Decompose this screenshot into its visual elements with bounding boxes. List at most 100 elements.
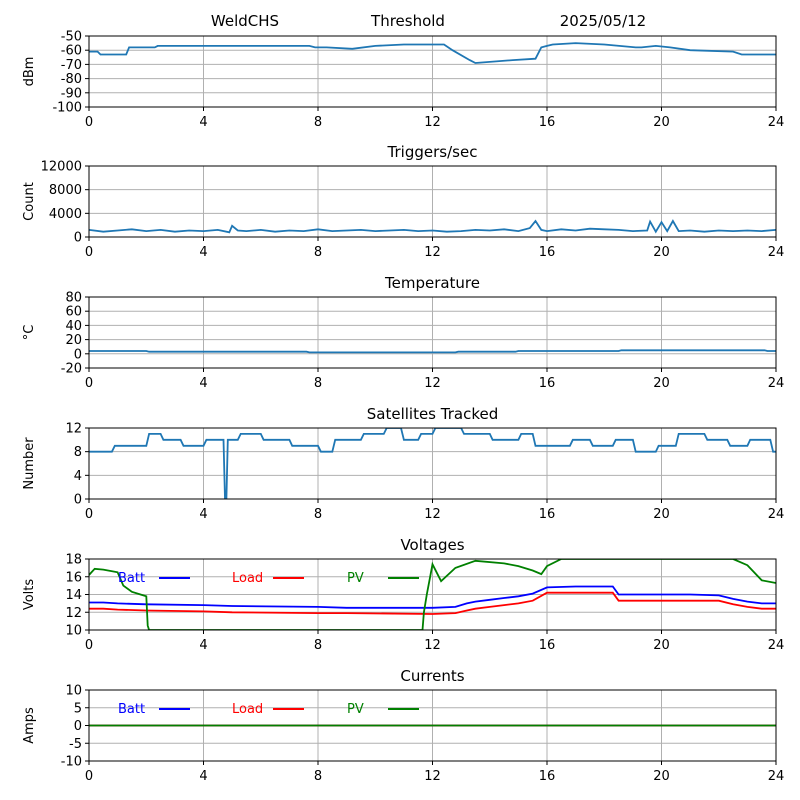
chart-title: Satellites Tracked	[367, 405, 498, 423]
x-tick-label: 4	[199, 115, 207, 130]
x-tick-label: 12	[424, 769, 441, 784]
y-tick-label: 0	[74, 231, 82, 246]
legend-label: PV	[347, 571, 364, 586]
x-tick-label: 12	[424, 376, 441, 391]
x-tick-label: 8	[314, 115, 322, 130]
panel-2: 0 4 8 12 16 20 24 0 4000 8000 12000 Triggers/sec Cou…	[22, 143, 784, 260]
y-tick-label: 10	[65, 624, 82, 639]
y-tick-label: -60	[61, 44, 82, 59]
series-line	[89, 219, 776, 234]
series-line	[89, 42, 776, 64]
y-axis-label: °C	[22, 325, 37, 341]
y-tick-label: 10	[65, 684, 82, 699]
x-tick-label: 12	[424, 507, 441, 522]
x-tick-label: 4	[199, 507, 207, 522]
y-tick-label: -90	[61, 86, 82, 101]
y-tick-label: 12	[65, 606, 82, 621]
series-line-pv	[89, 559, 776, 630]
y-tick-label: -20	[61, 362, 82, 377]
y-tick-label: 18	[65, 553, 82, 568]
y-tick-label: 0	[74, 493, 82, 508]
y-tick-label: 16	[65, 570, 82, 585]
x-tick-label: 20	[653, 245, 670, 260]
y-tick-label: 40	[65, 319, 82, 334]
x-tick-label: 20	[653, 115, 670, 130]
series-line-load	[89, 591, 776, 615]
x-tick-label: 24	[768, 769, 785, 784]
x-tick-label: 24	[768, 376, 785, 391]
x-tick-label: 16	[539, 376, 556, 391]
x-tick-label: 8	[314, 769, 322, 784]
x-tick-label: 24	[768, 507, 785, 522]
x-tick-label: 0	[85, 769, 93, 784]
series-line	[89, 428, 776, 499]
y-tick-label: 12	[65, 422, 82, 437]
header-left: WeldCHS	[211, 12, 279, 30]
x-tick-label: 0	[85, 245, 93, 260]
y-tick-label: 0	[74, 347, 82, 362]
series-line-batt	[89, 585, 776, 609]
y-tick-label: 12000	[41, 160, 82, 175]
x-tick-label: 0	[85, 115, 93, 130]
x-tick-label: 16	[539, 245, 556, 260]
header-center: Threshold	[370, 12, 445, 30]
x-tick-label: 0	[85, 376, 93, 391]
x-tick-label: 24	[768, 638, 785, 653]
y-tick-label: 4	[74, 469, 82, 484]
legend-label: Load	[232, 702, 263, 717]
x-tick-label: 8	[314, 376, 322, 391]
x-tick-label: 24	[768, 245, 785, 260]
y-tick-label: 80	[65, 291, 82, 306]
x-tick-label: 0	[85, 507, 93, 522]
legend-label: Batt	[118, 702, 145, 717]
x-tick-label: 16	[539, 769, 556, 784]
x-tick-label: 20	[653, 769, 670, 784]
y-tick-label: 8000	[49, 183, 82, 198]
series-line	[89, 349, 776, 354]
x-tick-label: 8	[314, 507, 322, 522]
legend-label: Batt	[118, 571, 145, 586]
x-tick-label: 16	[539, 115, 556, 130]
y-tick-label: -5	[69, 737, 82, 752]
panel-1: 0 4 8 12 16 20 24 -50-60-70-80-90-100 dBm	[22, 30, 784, 131]
y-tick-label: -10	[61, 755, 82, 770]
x-tick-label: 0	[85, 638, 93, 653]
header-right: 2025/05/12	[560, 12, 646, 30]
x-tick-label: 16	[539, 638, 556, 653]
chart-title: Voltages	[400, 536, 464, 554]
legend-label: Load	[232, 571, 263, 586]
y-tick-label: 20	[65, 333, 82, 348]
x-tick-label: 24	[768, 115, 785, 130]
y-tick-label: 14	[65, 588, 82, 603]
panel-5: 0 4 8 12 16 20 24 18 16 14 12 10 Voltages Volts Batt Lo…	[22, 536, 784, 653]
x-tick-label: 4	[199, 245, 207, 260]
x-tick-label: 16	[539, 507, 556, 522]
y-tick-label: 60	[65, 305, 82, 320]
x-tick-label: 8	[314, 245, 322, 260]
x-tick-label: 4	[199, 769, 207, 784]
chart-title: Currents	[400, 667, 464, 685]
legend-label: PV	[347, 702, 364, 717]
x-tick-label: 20	[653, 376, 670, 391]
y-tick-label: 8	[74, 445, 82, 460]
y-tick-label: 5	[74, 701, 82, 716]
y-tick-label: -100	[52, 101, 82, 116]
panel-4: 0 4 8 12 16 20 24 12 8 4 0 Satellites Tracked Number	[22, 405, 784, 522]
y-axis-label: Volts	[22, 579, 37, 611]
y-tick-label: 4000	[49, 207, 82, 222]
y-axis-label: dBm	[22, 57, 37, 87]
x-tick-label: 12	[424, 115, 441, 130]
x-tick-label: 4	[199, 638, 207, 653]
y-axis-label: Amps	[22, 707, 37, 744]
y-tick-label: 0	[74, 719, 82, 734]
y-tick-label: -50	[61, 30, 82, 45]
y-tick-label: -70	[61, 58, 82, 73]
y-axis-label: Number	[22, 437, 37, 490]
x-tick-label: 12	[424, 245, 441, 260]
chart-title: Triggers/sec	[387, 143, 478, 161]
x-tick-label: 12	[424, 638, 441, 653]
x-tick-label: 20	[653, 638, 670, 653]
x-tick-label: 8	[314, 638, 322, 653]
